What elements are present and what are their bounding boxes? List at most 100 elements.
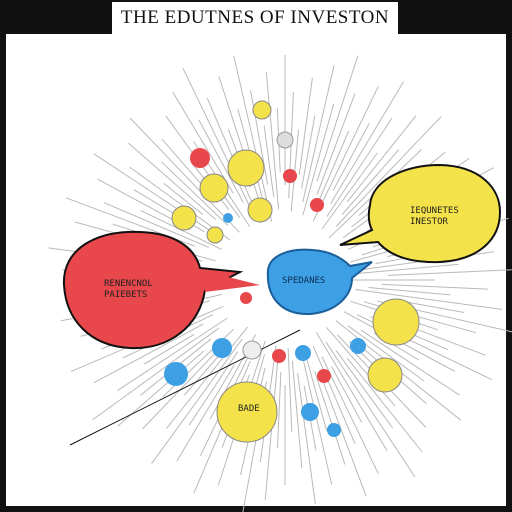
ray-line: [302, 103, 335, 216]
blue-speech-bubble: [266, 248, 373, 316]
ray-line: [291, 360, 303, 469]
ray-line: [182, 68, 253, 213]
ray-line: [166, 326, 248, 429]
ray-line: [312, 346, 356, 444]
ray-line: [330, 366, 363, 423]
red-dot: [283, 169, 297, 183]
title-bar: THE EDUTNES OF INVESTON: [0, 0, 512, 34]
small-yellow-bubble-line-1: BADE: [238, 404, 260, 414]
blue-dot: [301, 403, 319, 421]
ray-line: [277, 371, 282, 448]
yellow-speech-bubble: [339, 163, 502, 264]
ray-line: [142, 340, 228, 430]
yellow-bubble-line-2: INESTOR: [410, 217, 448, 227]
yellow-dot: [247, 197, 273, 223]
blue-dot: [164, 362, 188, 386]
blue-bubble-line-1: SPEDANES: [282, 276, 326, 286]
red-bubble-line-2: PAIEBETS: [104, 290, 148, 300]
ray-line: [198, 119, 244, 203]
ray-line: [316, 55, 359, 182]
ray-line: [287, 347, 293, 432]
pointer-line: [69, 329, 301, 446]
decorative-dots: [164, 100, 420, 443]
ray-line: [346, 357, 423, 453]
ray-line: [143, 333, 195, 365]
yellow-dot: [252, 100, 272, 120]
grey-dot: [242, 340, 262, 360]
ray-line: [172, 91, 234, 194]
ray-line: [314, 371, 346, 465]
ray-line: [350, 263, 459, 275]
blue-dot: [212, 338, 232, 358]
ray-line: [93, 323, 204, 384]
ray-line: [233, 55, 273, 222]
yellow-dot: [171, 205, 197, 231]
ray-line: [93, 153, 218, 236]
yellow-dot: [367, 357, 403, 393]
blue-bubble-label: SPEDANES: [282, 276, 325, 287]
yellow-bubble-line-1: IEQUNETES: [410, 206, 459, 216]
ray-line: [302, 65, 335, 203]
yellow-dot: [206, 226, 224, 244]
page-title: THE EDUTNES OF INVESTON: [120, 7, 390, 28]
red-dot: [310, 198, 324, 212]
ray-line: [188, 351, 239, 426]
ray-line: [263, 125, 275, 197]
ray-line: [92, 327, 219, 421]
ray-line: [387, 269, 512, 276]
ray-line: [290, 129, 299, 212]
red-bubble-label: RENENCNOL PAIEBETS: [104, 279, 153, 301]
ray-line: [117, 317, 228, 392]
yellow-dot: [199, 173, 229, 203]
ray-line: [297, 373, 316, 505]
ray-line: [355, 289, 503, 310]
ray-line: [301, 115, 316, 189]
ray-line: [312, 86, 379, 222]
ray-line: [315, 332, 388, 452]
ray-line: [265, 71, 280, 210]
blue-dot: [327, 423, 341, 437]
ray-line: [346, 115, 417, 203]
ray-line: [330, 81, 404, 204]
ray-line: [163, 183, 204, 215]
ray-line: [129, 117, 240, 233]
ray-line: [103, 202, 209, 248]
ray-line: [360, 329, 460, 396]
ray-line: [250, 90, 269, 185]
red-dot: [240, 292, 252, 304]
ray-line: [316, 93, 356, 195]
ray-line: [183, 352, 222, 396]
ray-line: [335, 350, 394, 429]
ray-line: [151, 338, 243, 464]
blue-dot: [350, 338, 366, 354]
yellow-dot: [216, 381, 278, 443]
ray-line: [298, 77, 313, 176]
ray-line: [341, 149, 400, 215]
yellow-bubble-label: IEQUNETES INESTOR: [410, 206, 459, 228]
yellow-dot: [372, 298, 420, 346]
blue-dot: [295, 345, 311, 361]
red-dot: [190, 148, 210, 168]
ray-line: [332, 123, 370, 191]
ray-line: [347, 325, 425, 382]
ray-line: [335, 116, 442, 227]
blue-dot: [223, 213, 233, 223]
ray-line: [306, 359, 328, 432]
small-yellow-bubble-label: BADE: [238, 404, 260, 415]
ray-line: [326, 117, 393, 217]
ray-line: [326, 327, 396, 407]
ray-line: [368, 287, 451, 296]
red-bubble-line-1: RENENCNOL: [104, 279, 153, 289]
title-card: THE EDUTNES OF INVESTON: [112, 2, 398, 34]
ray-line: [161, 161, 229, 226]
yellow-dot: [227, 149, 265, 187]
ray-line: [325, 341, 416, 478]
ray-line: [315, 130, 350, 209]
ray-line: [321, 152, 378, 230]
grey-dot: [276, 131, 294, 149]
ray-line: [381, 283, 488, 290]
ray-line: [321, 356, 379, 474]
red-dot: [317, 369, 331, 383]
